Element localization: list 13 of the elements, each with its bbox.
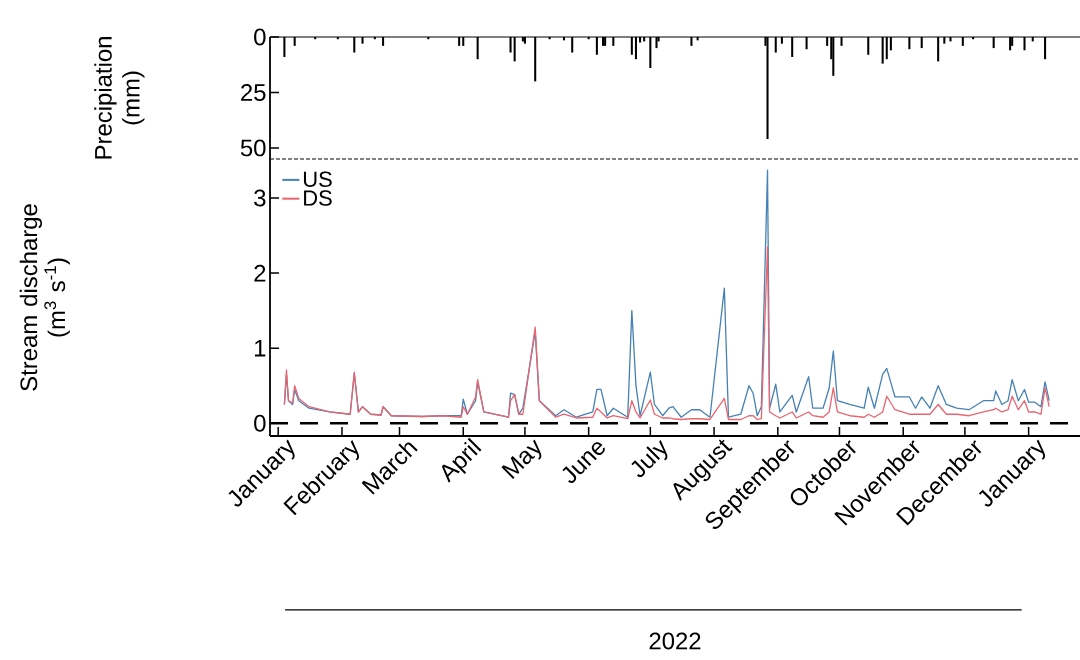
y-tick-label: 2 — [254, 264, 266, 282]
y-tick-label: 1 — [255, 339, 266, 357]
legend-label: DS — [304, 190, 332, 206]
x-axis-title: 2022 — [649, 632, 701, 650]
y-tick-label: 0 — [254, 414, 266, 432]
y-axis-title: Precipiation (mm) — [94, 37, 145, 159]
y-tick-label: 0 — [254, 28, 266, 46]
y-tick-label: 3 — [254, 189, 266, 207]
x-tick-label: May — [501, 439, 542, 479]
x-tick-label: July — [631, 440, 668, 478]
y-tick-label: 50 — [240, 139, 266, 157]
y-tick-label: 25 — [241, 84, 266, 101]
legend-label: US — [303, 171, 332, 188]
